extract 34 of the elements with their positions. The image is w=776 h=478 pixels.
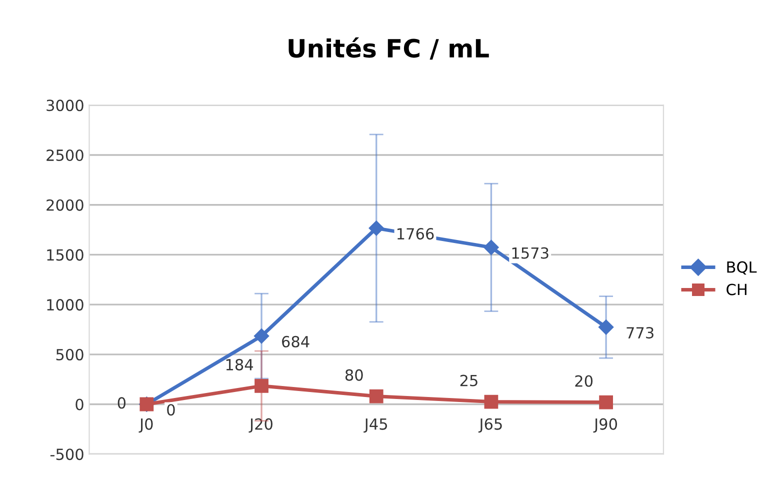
y-tick-label: 1000 xyxy=(47,299,84,311)
data-label: 1573 xyxy=(512,247,548,259)
x-tick-label: J0 xyxy=(138,418,153,433)
data-label: 80 xyxy=(345,369,363,381)
data-label: 773 xyxy=(626,327,654,339)
data-label: 25 xyxy=(460,374,478,386)
point xyxy=(369,389,384,404)
x-tick-label: J65 xyxy=(478,418,502,433)
y-tick-label: 500 xyxy=(56,348,84,360)
x-tick-label: J90 xyxy=(593,418,618,433)
data-label: 0 xyxy=(167,404,175,416)
data-label: 0 xyxy=(118,397,126,409)
point xyxy=(599,395,613,410)
y-tick-label: 0 xyxy=(76,398,84,410)
data-label: 1766 xyxy=(397,228,434,240)
legend-label: CH xyxy=(726,284,746,296)
data-label: 184 xyxy=(226,358,254,370)
point xyxy=(254,378,268,393)
point xyxy=(598,320,614,335)
x-tick-label: J20 xyxy=(248,418,272,433)
y-tick-label: 2000 xyxy=(46,199,84,211)
data-label: 684 xyxy=(282,336,310,348)
point xyxy=(254,328,270,344)
point xyxy=(484,240,499,255)
point xyxy=(484,394,498,409)
x-tick-label: J45 xyxy=(364,418,387,433)
y-tick-label: 2500 xyxy=(46,149,84,162)
data-label: 20 xyxy=(575,375,593,387)
legend-label: BQL xyxy=(727,261,757,275)
chart-title: Unités FC / mL xyxy=(288,37,489,60)
y-tick-label: 1500 xyxy=(47,249,84,261)
y-tick-label: 3000 xyxy=(46,100,84,112)
y-tick-label: -500 xyxy=(50,448,84,460)
point xyxy=(368,220,384,236)
